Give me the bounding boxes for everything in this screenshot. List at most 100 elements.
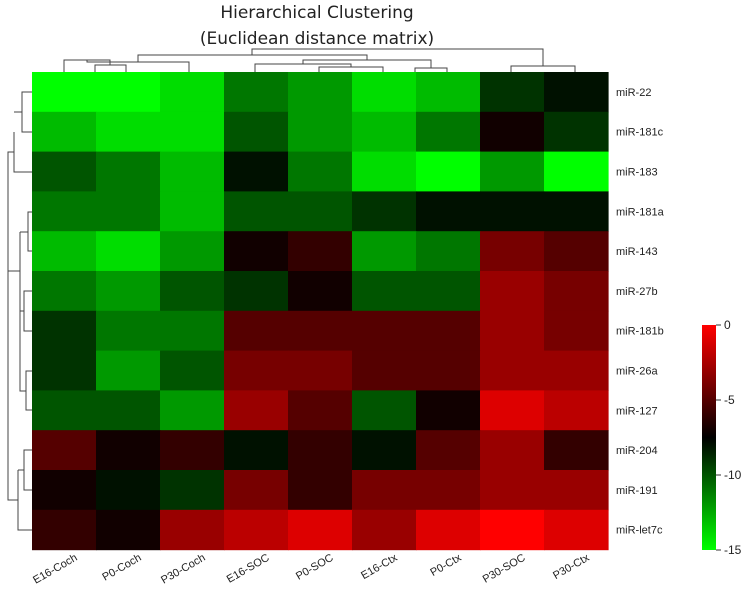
- heatmap-cell: [96, 231, 161, 272]
- heatmap-cell: [416, 151, 481, 192]
- heatmap-cell: [480, 151, 545, 192]
- heatmap-cell: [352, 509, 417, 551]
- heatmap-cell: [480, 191, 545, 232]
- colorbar-tick-label: -5: [724, 393, 735, 407]
- colorbar-gradient: [702, 325, 716, 550]
- heatmap-cell: [224, 271, 289, 312]
- heatmap-cell: [416, 72, 481, 113]
- heatmap-cell: [544, 151, 609, 192]
- heatmap-cell: [224, 509, 289, 551]
- heatmap-cell: [416, 310, 481, 352]
- column-label: P30-Coch: [159, 552, 207, 587]
- heatmap-cell: [480, 72, 545, 113]
- row-label: miR-183: [616, 167, 658, 179]
- heatmap-cell: [352, 151, 417, 192]
- heatmap-cell: [416, 470, 481, 511]
- heatmap-cell: [480, 390, 545, 431]
- heatmap-cell: [352, 111, 417, 153]
- heatmap-cell: [288, 191, 353, 232]
- heatmap-cell: [352, 390, 417, 431]
- heatmap-cell: [224, 430, 289, 471]
- heatmap-cell: [288, 350, 353, 391]
- heatmap-cell: [544, 191, 609, 232]
- heatmap-cell: [32, 310, 97, 352]
- heatmap-cell: [96, 509, 161, 551]
- heatmap-cell: [96, 111, 161, 153]
- heatmap-cell: [160, 509, 225, 551]
- heatmap-cell: [416, 231, 481, 272]
- column-label: P0-Ctx: [428, 552, 464, 579]
- heatmap-cell: [288, 271, 353, 312]
- heatmap-cell: [32, 111, 97, 153]
- column-label: P30-Ctx: [551, 552, 592, 583]
- heatmap-cell: [288, 231, 353, 272]
- heatmap-cell: [32, 350, 97, 391]
- heatmap-cell: [288, 310, 353, 352]
- heatmap-cell: [352, 231, 417, 272]
- heatmap-cell: [480, 271, 545, 312]
- heatmap-cell: [32, 470, 97, 511]
- heatmap-cell: [352, 72, 417, 113]
- row-label: miR-22: [616, 87, 651, 99]
- column-label: E16-Ctx: [359, 552, 400, 583]
- heatmap-cell: [96, 72, 161, 113]
- heatmap-cell: [544, 350, 609, 391]
- heatmap-cell: [352, 271, 417, 312]
- heatmap-cell: [288, 509, 353, 551]
- heatmap-cell: [544, 509, 609, 551]
- heatmap-cell: [288, 390, 353, 431]
- heatmap-cell: [352, 470, 417, 511]
- heatmap-cell: [32, 271, 97, 312]
- row-label: miR-143: [616, 246, 658, 258]
- heatmap-cell: [544, 430, 609, 471]
- heatmap-cell: [224, 151, 289, 192]
- row-label: miR-27b: [616, 286, 658, 298]
- heatmap-cell: [416, 390, 481, 431]
- column-label: E16-Coch: [31, 552, 79, 587]
- heatmap-cell: [544, 390, 609, 431]
- heatmap-cell: [288, 72, 353, 113]
- heatmap-cell: [160, 151, 225, 192]
- heatmap-cell: [96, 390, 161, 431]
- colorbar-tick-label: -15: [724, 543, 742, 557]
- heatmap-cell: [416, 271, 481, 312]
- heatmap-cell: [288, 111, 353, 153]
- heatmap-cell: [480, 470, 545, 511]
- row-label: miR-191: [616, 485, 658, 497]
- heatmap-cell: [32, 390, 97, 431]
- heatmap-cell: [288, 470, 353, 511]
- colorbar-tick-label: 0: [724, 318, 731, 332]
- heatmap-cell: [32, 151, 97, 192]
- row-labels: miR-22 miR-181c miR-183 miR-181a miR-143 miR-…: [616, 87, 665, 537]
- row-label: miR-127: [616, 405, 658, 417]
- heatmap-cell: [352, 430, 417, 471]
- column-label: P0-Coch: [100, 552, 143, 584]
- heatmap-cell: [224, 470, 289, 511]
- heatmap-cell: [96, 430, 161, 471]
- heatmap-cell: [96, 151, 161, 192]
- colorbar-tick-label: -10: [724, 468, 742, 482]
- dendrograms: [7, 48, 576, 531]
- heatmap-cell: [224, 310, 289, 352]
- heatmap-cell: [480, 231, 545, 272]
- heatmap-cell: [416, 509, 481, 551]
- heatmap-cell: [480, 350, 545, 391]
- heatmap-cell: [416, 111, 481, 153]
- heatmap-cell: [544, 470, 609, 511]
- chart-subtitle: (Euclidean distance matrix): [200, 29, 434, 49]
- heatmap-cell: [352, 350, 417, 391]
- row-label: miR-204: [616, 445, 658, 457]
- heatmap-cell: [288, 151, 353, 192]
- heatmap-cell: [160, 310, 225, 352]
- heatmap-cell: [160, 111, 225, 153]
- heatmap-cell: [416, 430, 481, 471]
- heatmap-cell: [352, 310, 417, 352]
- colorbar: 0 -5 -10 -15: [702, 318, 742, 557]
- heatmap-cell: [96, 310, 161, 352]
- heatmap-cell: [416, 191, 481, 232]
- heatmap-cell: [288, 430, 353, 471]
- heatmap-cell: [160, 430, 225, 471]
- column-dendrogram: [63, 48, 576, 72]
- heatmap-cell: [96, 470, 161, 511]
